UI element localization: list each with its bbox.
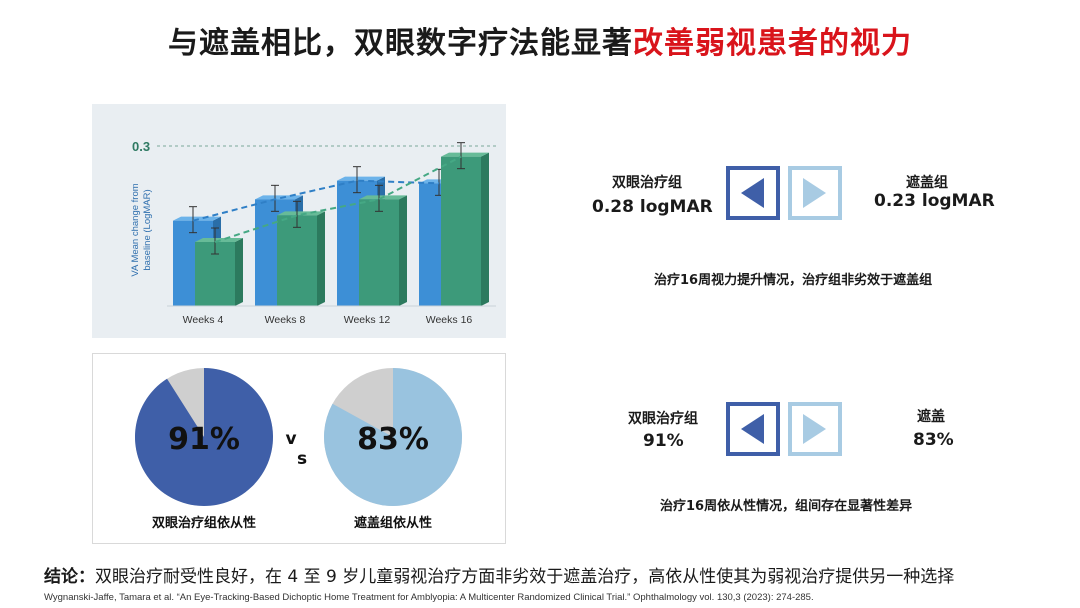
title-highlight: 改善弱视患者的视力 (633, 26, 912, 61)
left-arrow-icon (741, 414, 764, 444)
conclusion-text: 双眼治疗耐受性良好，在 4 至 9 岁儿童弱视治疗方面非劣效于遮盖治疗，高依从性… (95, 567, 955, 587)
y-axis-label-line: baseline (LogMAR) (142, 189, 153, 270)
cmp1-right-value: 0.23 logMAR (874, 191, 995, 211)
conclusion: 结论：双眼治疗耐受性良好，在 4 至 9 岁儿童弱视治疗方面非劣效于遮盖治疗，高… (44, 562, 954, 587)
cmp1-left-label: 双眼治疗组 (612, 175, 682, 191)
vs-letter-s: s (297, 449, 307, 469)
y-axis-label: VA Mean change frombaseline (LogMAR) (130, 183, 153, 276)
citation: Wygnanski-Jaffe, Tamara et al. “An Eye-T… (44, 592, 814, 603)
cmp1-right-label: 遮盖组 (906, 175, 948, 191)
y-axis-label-line: VA Mean change from (130, 183, 141, 276)
x-tick-label: Weeks 4 (183, 314, 224, 326)
bar-side-2 (399, 195, 407, 306)
pie-caption: 双眼治疗组依从性 (152, 515, 256, 531)
left-arrow-icon (741, 178, 764, 208)
cmp2-right-value: 83% (913, 430, 954, 450)
bar-side-2 (235, 238, 243, 306)
x-tick-label: Weeks 16 (426, 314, 473, 326)
bar-top-1 (255, 195, 303, 200)
pie-slice (324, 368, 462, 506)
x-tick-label: Weeks 8 (265, 314, 306, 326)
bar-top-2 (441, 152, 489, 157)
bar-series-2 (359, 199, 399, 306)
compliance-pie-panel: 91% 双眼治疗组依从性 83% 遮盖组依从性 v s (92, 353, 506, 544)
pie-caption: 遮盖组依从性 (354, 515, 432, 531)
y-tick-label: 0.3 (132, 139, 150, 154)
pie-value-label: 91% (168, 422, 240, 457)
pie-value-label: 83% (357, 422, 429, 457)
pie-slice (135, 368, 273, 506)
right-arrow-icon (803, 178, 826, 208)
va-bar-chart-svg: 0.3 VA Mean change frombaseline (LogMAR) W… (130, 139, 496, 326)
trend-line-2 (214, 155, 462, 243)
right-arrow-icon (803, 414, 826, 444)
cmp1-arrow-icons (726, 166, 842, 220)
bar-series-2 (441, 156, 481, 306)
cmp2-right-label: 遮盖 (917, 409, 945, 425)
x-tick-label: Weeks 12 (344, 314, 391, 326)
conclusion-lead: 结论： (44, 567, 95, 587)
va-bar-chart: 0.3 VA Mean change frombaseline (LogMAR) W… (92, 104, 506, 338)
cmp1-note: 治疗16周视力提升情况，治疗组非劣效于遮盖组 (654, 273, 933, 288)
cmp2-left-value: 91% (643, 431, 684, 451)
compliance-pie-svg: 91% 双眼治疗组依从性 83% 遮盖组依从性 vs (135, 368, 462, 531)
page-title: 与遮盖相比，双眼数字疗法能显著改善弱视患者的视力 (0, 18, 1080, 62)
vs-letter-v: v (285, 429, 296, 449)
cmp1-left-value: 0.28 logMAR (592, 197, 713, 217)
bar-top-1 (337, 176, 385, 181)
title-plain: 与遮盖相比，双眼数字疗法能显著 (168, 26, 633, 61)
trend-line-1 (192, 179, 440, 222)
cmp2-left-label: 双眼治疗组 (628, 411, 698, 427)
bar-side-2 (317, 211, 325, 306)
bar-series-2 (277, 215, 317, 306)
cmp2-arrow-icons (726, 402, 842, 456)
cmp2-note: 治疗16周依从性情况，组间存在显著性差异 (660, 499, 913, 514)
bar-side-2 (481, 152, 489, 306)
